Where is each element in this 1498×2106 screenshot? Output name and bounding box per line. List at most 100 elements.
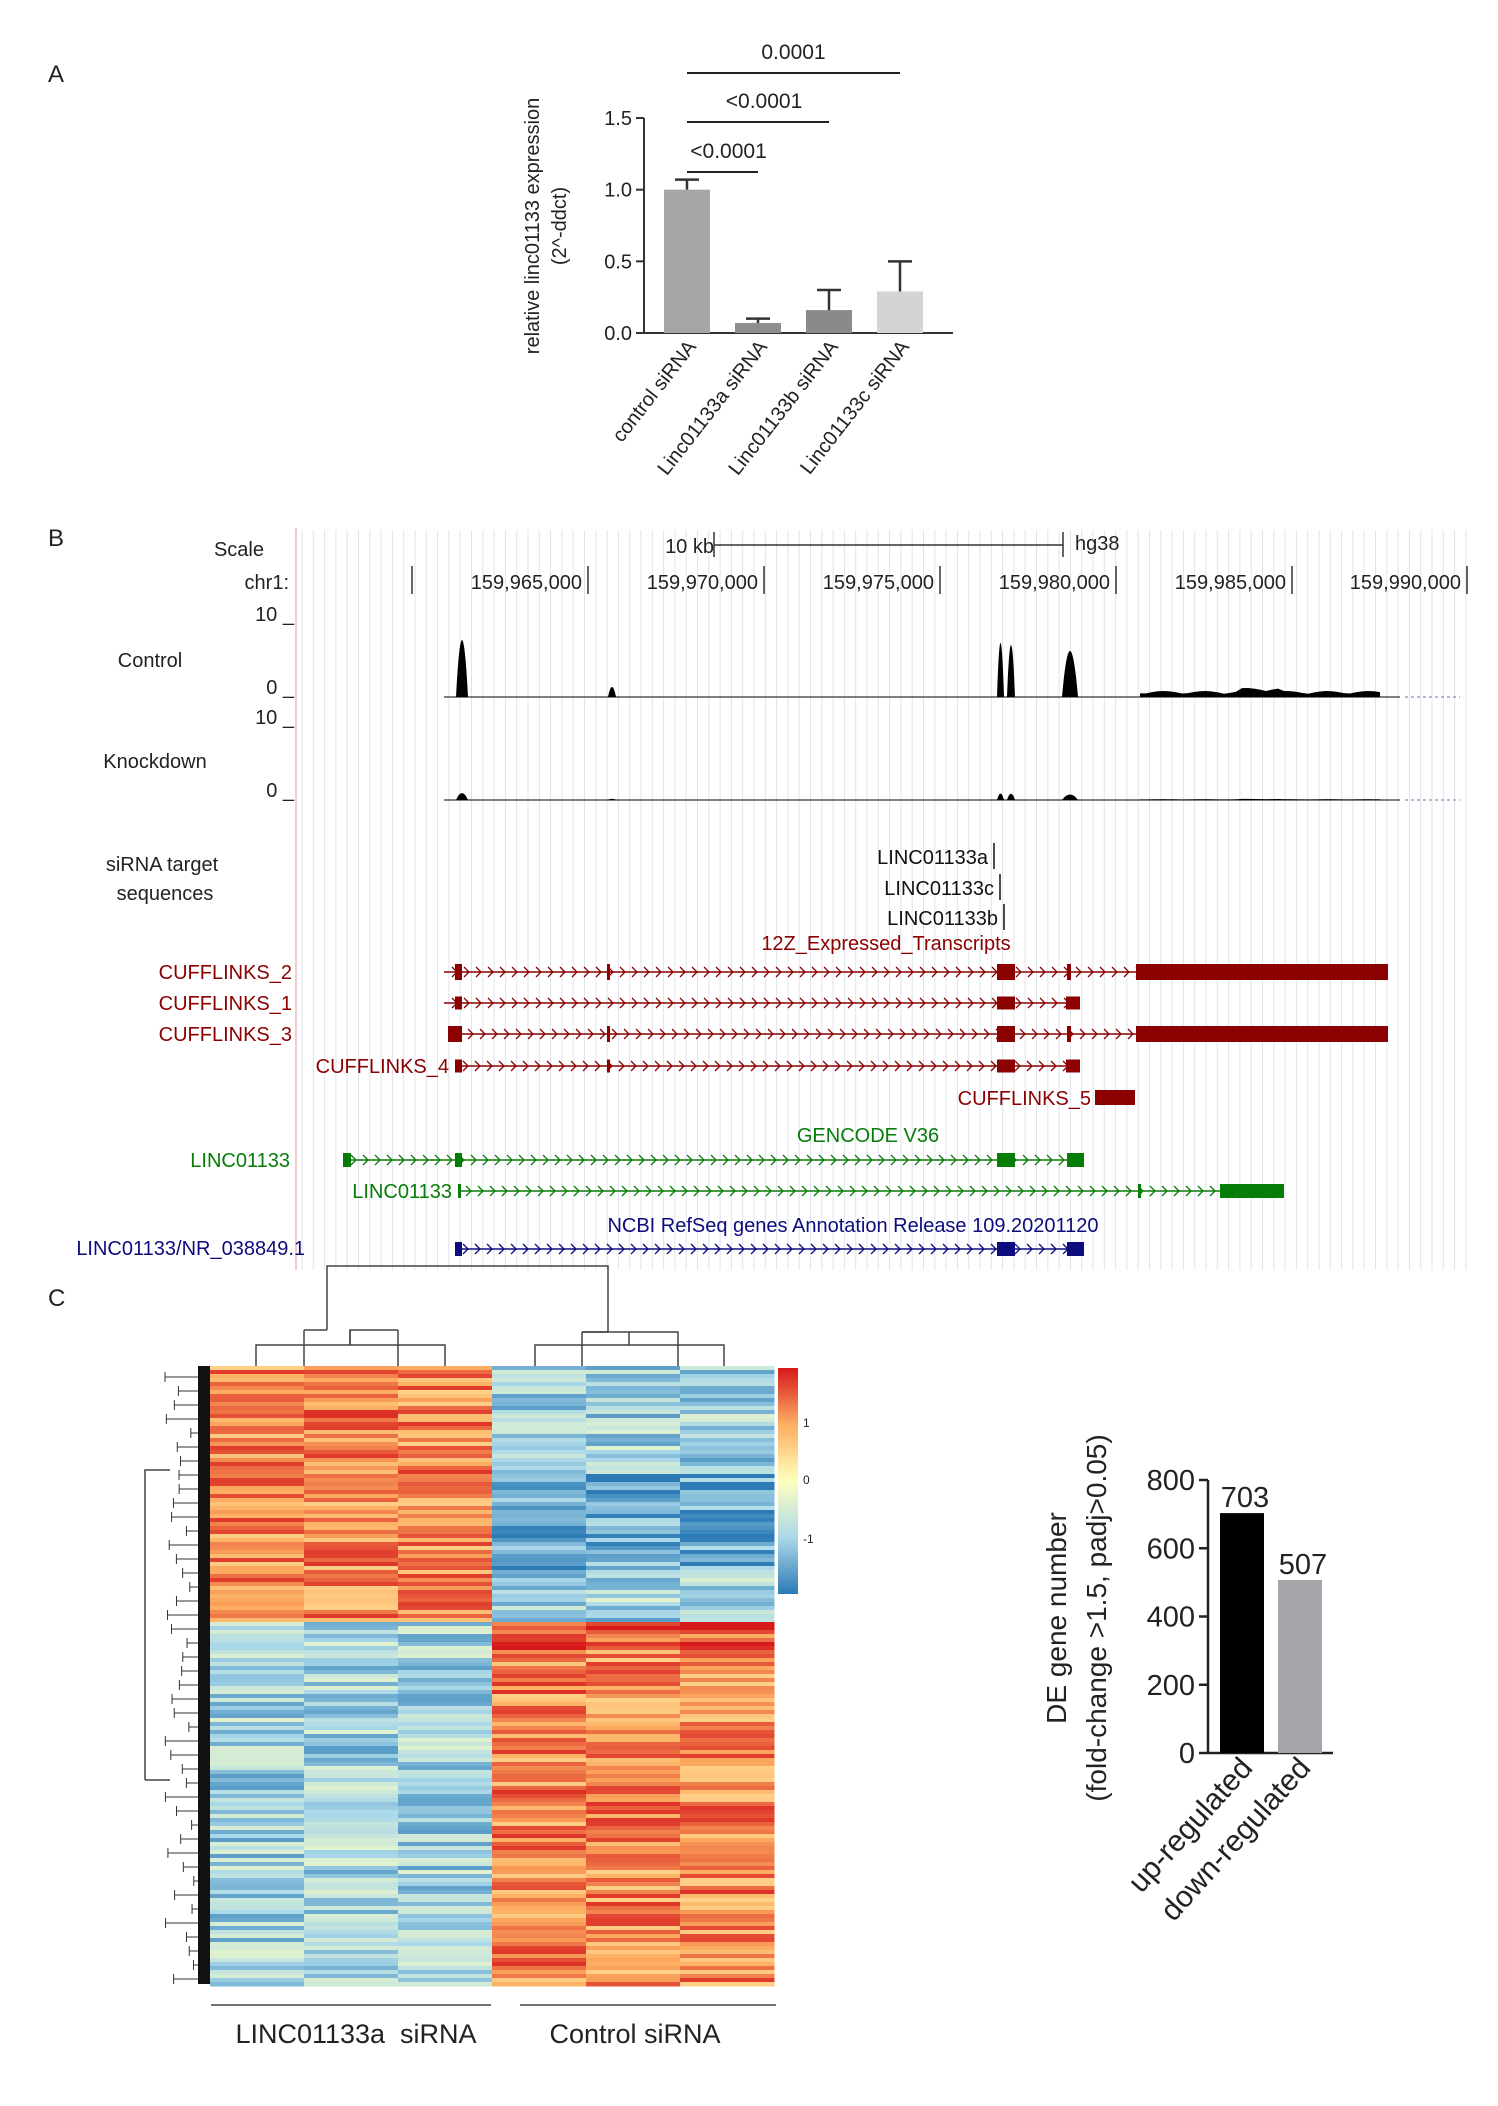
signal-peak <box>1007 793 1015 800</box>
heatmap-cell <box>680 1730 775 1735</box>
heatmap-cell <box>680 1854 775 1859</box>
heatmap-cell <box>586 1802 681 1807</box>
heatmap-cell <box>492 1638 587 1643</box>
heatmap-cell <box>398 1586 493 1591</box>
heatmap-cell <box>492 1674 587 1679</box>
heatmap-cell <box>680 1738 775 1743</box>
heatmap-cell <box>680 1570 775 1575</box>
heatmap-cell <box>304 1922 399 1927</box>
heatmap-cell <box>304 1426 399 1431</box>
heatmap-cell <box>680 1466 775 1471</box>
heatmap-cell <box>398 1510 493 1515</box>
heatmap-cell <box>304 1870 399 1875</box>
heatmap-cell <box>492 1458 587 1463</box>
heatmap-cell <box>586 1690 681 1695</box>
gencode-label: LINC01133 <box>352 1181 452 1203</box>
heatmap-cell <box>210 1770 305 1775</box>
heatmap-cell <box>680 1402 775 1407</box>
heatmap-cell <box>492 1542 587 1547</box>
heatmap-cell <box>492 1562 587 1567</box>
heatmap-cell <box>680 1690 775 1695</box>
heatmap-cell <box>680 1610 775 1615</box>
heatmap-cell <box>680 1894 775 1899</box>
heatmap-cell <box>680 1862 775 1867</box>
heatmap-cell <box>210 1738 305 1743</box>
heatmap-cell <box>680 1838 775 1843</box>
heatmap-cell <box>680 1766 775 1771</box>
heatmap-cell <box>492 1878 587 1883</box>
heatmap-cell <box>304 1598 399 1603</box>
heatmap-cell <box>680 1562 775 1567</box>
heatmap-cell <box>398 1842 493 1847</box>
bar-value-label: 703 <box>1221 1482 1269 1514</box>
heatmap-cell <box>492 1834 587 1839</box>
chrom-position-label: 159,980,000 <box>999 572 1110 594</box>
heatmap-cell <box>680 1962 775 1967</box>
heatmap-cell <box>304 1886 399 1891</box>
heatmap-cell <box>492 1950 587 1955</box>
heatmap-cell <box>586 1830 681 1835</box>
heatmap-cell <box>398 1930 493 1935</box>
group-label-control: Control siRNA <box>549 2019 720 2049</box>
heatmap-cell <box>304 1542 399 1547</box>
heatmap-cell <box>398 1942 493 1947</box>
heatmap-cell <box>304 1666 399 1671</box>
heatmap-cell <box>398 1642 493 1647</box>
heatmap-cell <box>304 1718 399 1723</box>
heatmap-cell <box>492 1366 587 1371</box>
heatmap-cell <box>210 1474 305 1479</box>
heatmap-cell <box>304 1630 399 1635</box>
heatmap-cell <box>210 1406 305 1411</box>
heatmap-cell <box>586 1954 681 1959</box>
heatmap-cell <box>492 1554 587 1559</box>
heatmap-cell <box>398 1794 493 1799</box>
heatmap-cell <box>586 1718 681 1723</box>
heatmap-cell <box>210 1858 305 1863</box>
heatmap-cell <box>210 1970 305 1975</box>
heatmap-cell <box>586 1546 681 1551</box>
heatmap-cell <box>586 1538 681 1543</box>
heatmap-cell <box>398 1670 493 1675</box>
heatmap-cell <box>492 1574 587 1579</box>
heatmap-cell <box>586 1486 681 1491</box>
exon <box>1067 1242 1084 1256</box>
heatmap-cell <box>586 1522 681 1527</box>
heatmap-cell <box>398 1894 493 1899</box>
heatmap-cell <box>304 1382 399 1387</box>
heatmap-cell <box>210 1886 305 1891</box>
heatmap-cell <box>492 1782 587 1787</box>
heatmap-cell <box>210 1734 305 1739</box>
y-tick-label: 1.0 <box>604 180 632 202</box>
heatmap-cell <box>586 1478 681 1483</box>
heatmap-cell <box>304 1602 399 1607</box>
heatmap-cell <box>680 1874 775 1879</box>
heatmap-cell <box>586 1622 681 1627</box>
heatmap-cell <box>492 1746 587 1751</box>
heatmap-cell <box>680 1682 775 1687</box>
heatmap-cell <box>586 1566 681 1571</box>
heatmap-cell <box>492 1870 587 1875</box>
heatmap-cell <box>398 1918 493 1923</box>
heatmap-cell <box>586 1666 681 1671</box>
heatmap-cell <box>210 1518 305 1523</box>
heatmap-cell <box>304 1818 399 1823</box>
heatmap-cell <box>304 1746 399 1751</box>
heatmap-cell <box>304 1938 399 1943</box>
heatmap-cell <box>304 1590 399 1595</box>
heatmap-cell <box>492 1734 587 1739</box>
heatmap-cell <box>680 1970 775 1975</box>
heatmap-cell <box>398 1694 493 1699</box>
heatmap-cell <box>586 1630 681 1635</box>
heatmap-cell <box>210 1794 305 1799</box>
heatmap-cell <box>304 1778 399 1783</box>
exon <box>1095 1090 1135 1105</box>
heatmap-cell <box>304 1402 399 1407</box>
heatmap-cell <box>492 1738 587 1743</box>
dendrogram-branch <box>534 1344 725 1366</box>
heatmap-cell <box>398 1698 493 1703</box>
heatmap-cell <box>586 1550 681 1555</box>
heatmap-cell <box>304 1674 399 1679</box>
heatmap-cell <box>492 1798 587 1803</box>
heatmap-cell <box>680 1914 775 1919</box>
heatmap-cell <box>492 1778 587 1783</box>
